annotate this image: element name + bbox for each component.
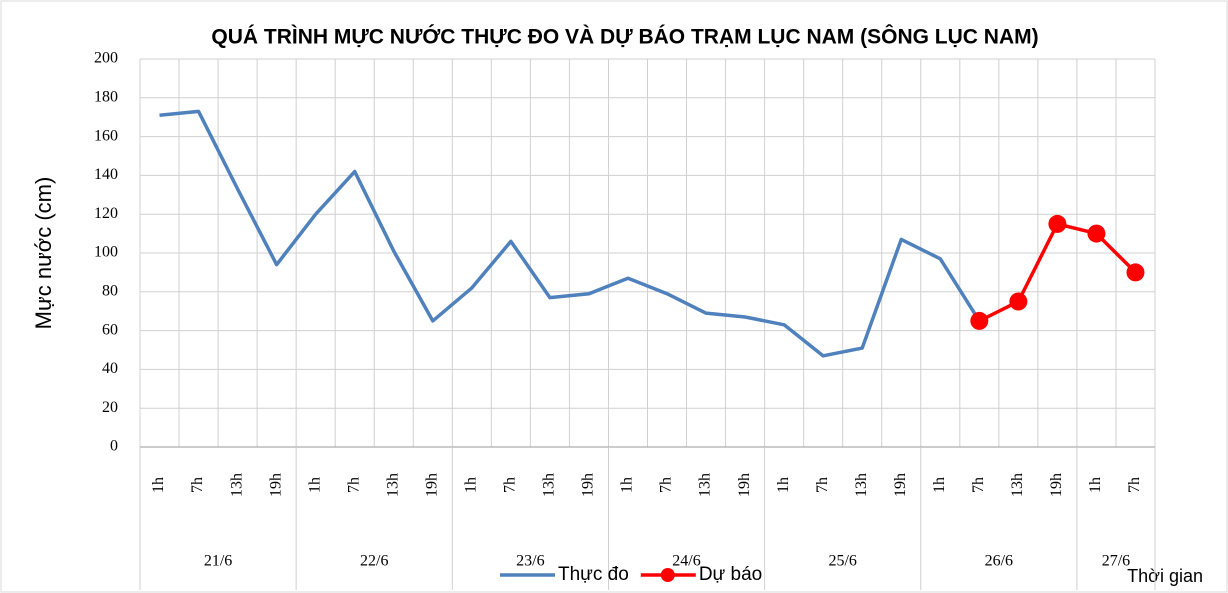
x-tick-label: 19h xyxy=(267,473,284,497)
series-line xyxy=(159,109,981,358)
y-tick-label: 80 xyxy=(102,282,118,299)
x-tick-label: 7h xyxy=(970,477,987,493)
marker xyxy=(1048,214,1067,233)
x-tick-label: 19h xyxy=(423,473,440,497)
x-tick-label: 13h xyxy=(541,473,558,497)
x-tick-label: 1h xyxy=(619,477,636,493)
x-tick-label: 7h xyxy=(1126,477,1143,493)
legend-label: Dự báo xyxy=(699,564,762,585)
group-label: 23/6 xyxy=(516,553,544,570)
group-label: 21/6 xyxy=(204,553,232,570)
marker xyxy=(1009,292,1028,311)
y-tick-label: 60 xyxy=(102,321,118,338)
chart-title: QUÁ TRÌNH MỰC NƯỚC THỰC ĐO VÀ DỰ BÁO TRẠ… xyxy=(211,25,1038,49)
x-tick-label: 7h xyxy=(502,477,519,493)
group-label: 22/6 xyxy=(360,553,388,570)
group-label: 25/6 xyxy=(828,553,856,570)
y-tick-label: 20 xyxy=(102,399,118,416)
legend-marker xyxy=(660,568,675,582)
x-tick-label: 7h xyxy=(189,477,206,493)
x-tick-label: 7h xyxy=(814,477,831,493)
x-tick-label: 1h xyxy=(150,477,167,493)
x-tick-label: 1h xyxy=(775,477,792,493)
marker xyxy=(970,311,989,330)
marker xyxy=(1087,224,1106,243)
x-tick-label: 13h xyxy=(384,473,401,497)
x-axis-label: Thời gian xyxy=(1127,566,1203,586)
y-tick-label: 200 xyxy=(94,50,118,67)
x-tick-label: 13h xyxy=(697,473,714,497)
y-tick-label: 40 xyxy=(102,360,118,377)
x-tick-label: 13h xyxy=(853,473,870,497)
x-tick-label: 1h xyxy=(931,477,948,493)
marker xyxy=(1126,263,1145,282)
x-tick-label: 7h xyxy=(345,477,362,493)
y-axis-label: Mực nước (cm) xyxy=(31,177,56,330)
legend-label: Thực đo xyxy=(558,564,629,585)
x-tick-label: 13h xyxy=(1009,473,1026,497)
y-tick-label: 120 xyxy=(94,205,118,222)
x-tick-label: 19h xyxy=(736,473,753,497)
x-tick-label: 7h xyxy=(658,477,675,493)
y-tick-label: 160 xyxy=(94,127,118,144)
x-tick-label: 19h xyxy=(580,473,597,497)
x-tick-label: 1h xyxy=(1087,477,1104,493)
group-label: 24/6 xyxy=(672,553,700,570)
y-tick-label: 140 xyxy=(94,166,118,183)
x-tick-label: 1h xyxy=(462,477,479,493)
group-label: 26/6 xyxy=(985,553,1013,570)
x-tick-label: 19h xyxy=(1048,473,1065,497)
y-tick-label: 180 xyxy=(94,88,118,105)
x-tick-label: 19h xyxy=(892,473,909,497)
x-tick-label: 1h xyxy=(306,477,323,493)
group-label: 27/6 xyxy=(1102,553,1130,570)
y-tick-label: 100 xyxy=(94,244,118,261)
y-tick-label: 0 xyxy=(110,438,118,455)
x-tick-label: 13h xyxy=(228,473,245,497)
